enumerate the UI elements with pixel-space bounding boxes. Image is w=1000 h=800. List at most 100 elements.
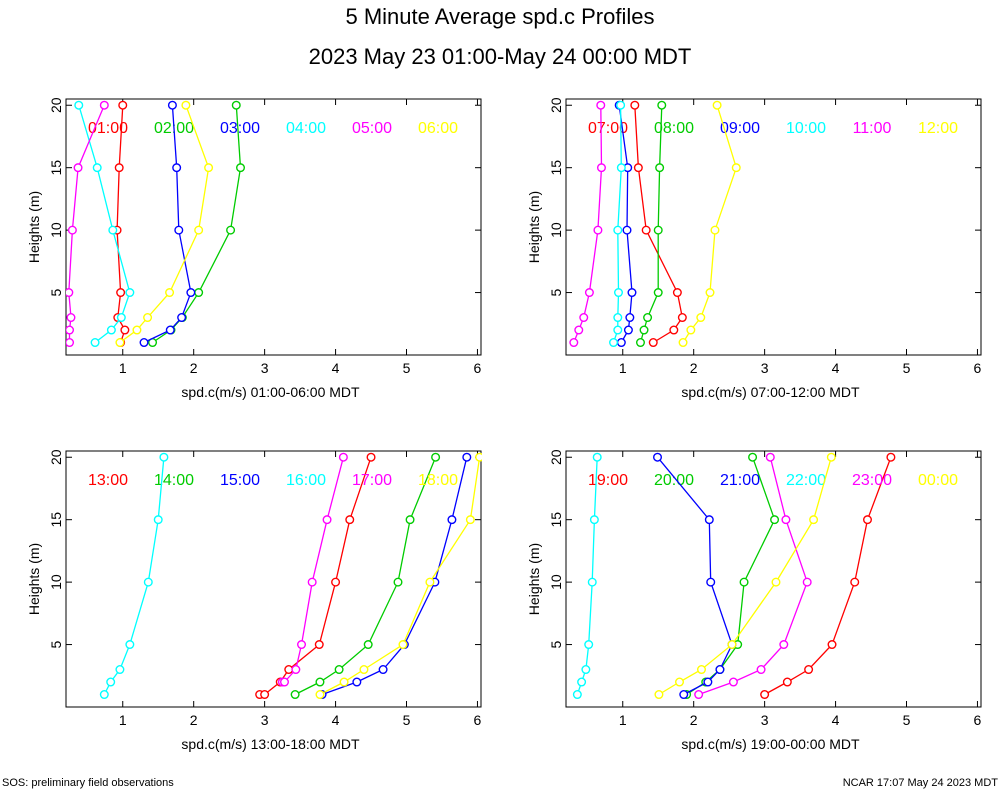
data-point <box>686 325 696 335</box>
data-point <box>363 640 373 650</box>
x-tick-label: 3 <box>761 712 769 728</box>
data-point <box>613 288 623 298</box>
data-point <box>827 640 837 650</box>
x-tick-label: 6 <box>474 712 482 728</box>
data-point <box>165 325 175 335</box>
data-point <box>116 313 126 323</box>
series-line <box>103 457 165 695</box>
data-point <box>771 577 781 587</box>
y-tick-label: 15 <box>548 512 564 528</box>
data-point <box>393 577 403 587</box>
y-tick-label: 10 <box>548 574 564 590</box>
y-axis-label: Heights (m) <box>526 543 542 615</box>
data-point <box>66 325 75 335</box>
data-point <box>850 577 860 587</box>
data-point <box>405 515 415 525</box>
footer-right-note: NCAR 17:07 May 24 2023 MDT <box>842 777 998 789</box>
series-12:00 <box>678 100 741 348</box>
data-point <box>655 163 665 173</box>
data-point <box>675 677 685 687</box>
series-line <box>639 105 663 343</box>
data-point <box>679 690 689 700</box>
data-point <box>648 338 658 348</box>
y-tick-label: 15 <box>548 160 564 176</box>
data-point <box>727 640 737 650</box>
data-point <box>630 100 640 110</box>
x-tick-label: 2 <box>690 712 698 728</box>
series-03:00 <box>139 100 196 348</box>
data-point <box>862 515 872 525</box>
legend-label: 20:00 <box>654 472 694 489</box>
data-point <box>826 452 836 462</box>
data-point <box>622 225 632 235</box>
data-point <box>613 325 623 335</box>
x-tick-label: 1 <box>119 712 127 728</box>
legend-label: 01:00 <box>88 120 128 137</box>
series-line <box>78 105 131 344</box>
data-point <box>186 288 196 298</box>
x-tick-label: 6 <box>974 712 982 728</box>
data-point <box>66 338 75 348</box>
y-tick-label: 20 <box>48 449 64 465</box>
x-tick-label: 3 <box>761 360 769 376</box>
series-17:00 <box>277 452 348 687</box>
data-point <box>587 577 597 587</box>
data-point <box>167 100 177 110</box>
x-axis-label: spd.c(m/s) 19:00-00:00 MDT <box>681 736 860 752</box>
data-point <box>627 288 637 298</box>
data-point <box>114 163 124 173</box>
data-point <box>291 665 301 675</box>
y-axis-label: Heights (m) <box>526 191 542 263</box>
series-line <box>573 105 603 343</box>
data-point <box>74 100 84 110</box>
data-point <box>728 677 738 687</box>
data-point <box>653 225 663 235</box>
data-point <box>643 313 653 323</box>
data-point <box>125 288 135 298</box>
data-point <box>760 690 770 700</box>
legend-label: 19:00 <box>588 472 628 489</box>
data-point <box>236 163 246 173</box>
x-tick-label: 6 <box>474 360 482 376</box>
series-01:00 <box>112 100 130 348</box>
data-point <box>307 577 317 587</box>
legend-label: 11:00 <box>853 120 892 137</box>
data-point <box>677 313 687 323</box>
data-point <box>125 640 135 650</box>
data-point <box>279 677 289 687</box>
legend-label: 05:00 <box>352 120 392 137</box>
series-line <box>682 105 737 343</box>
series-line <box>68 104 105 343</box>
x-tick-label: 6 <box>974 360 982 376</box>
data-point <box>398 640 408 650</box>
data-point <box>581 665 591 675</box>
x-tick-label: 4 <box>332 712 340 728</box>
data-point <box>108 225 118 235</box>
legend-label: 12:00 <box>918 120 958 137</box>
plot-frame <box>565 98 982 356</box>
x-tick-label: 1 <box>119 360 127 376</box>
data-point <box>297 640 307 650</box>
data-point <box>194 225 204 235</box>
data-point <box>596 100 606 110</box>
data-point <box>809 515 819 525</box>
series-line <box>321 457 468 696</box>
data-point <box>616 100 626 110</box>
data-point <box>613 225 623 235</box>
data-point <box>462 452 472 462</box>
legend-label: 03:00 <box>220 120 260 137</box>
data-point <box>322 515 332 525</box>
y-tick-label: 20 <box>548 97 564 113</box>
legend-label: 04:00 <box>286 120 326 137</box>
series-05:00 <box>66 100 109 348</box>
x-tick-label: 1 <box>619 360 627 376</box>
series-19:00 <box>760 452 896 700</box>
data-point <box>290 690 300 700</box>
plot-frame <box>65 450 482 708</box>
data-point <box>194 288 204 298</box>
data-point <box>99 690 109 700</box>
series-10:00 <box>609 100 626 348</box>
data-point <box>593 225 603 235</box>
y-tick-label: 5 <box>48 640 64 648</box>
data-point <box>366 452 376 462</box>
